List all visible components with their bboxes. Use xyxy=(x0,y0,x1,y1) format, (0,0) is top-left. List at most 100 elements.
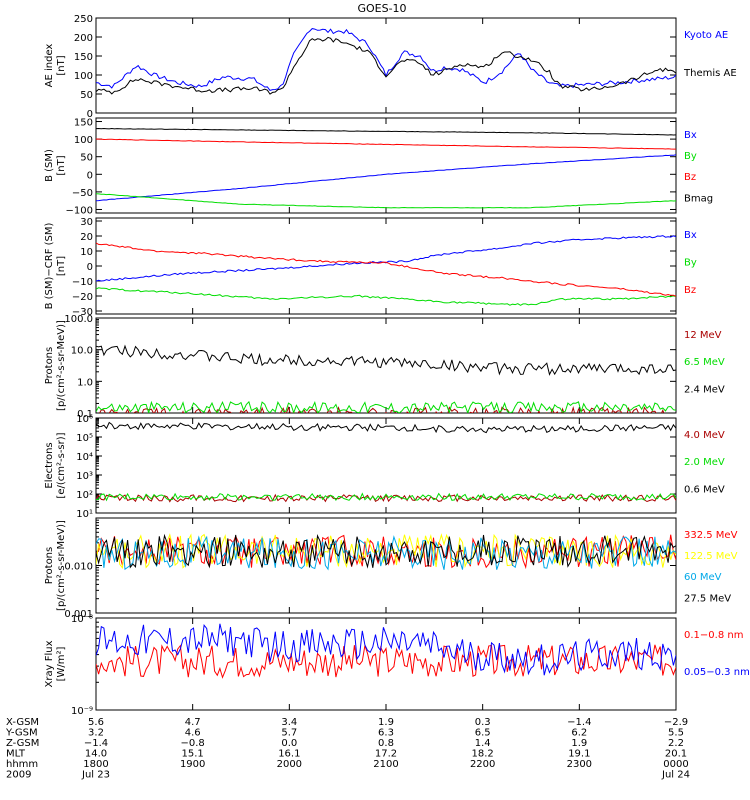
axis-row-value: 5.6 xyxy=(88,717,104,728)
axis-row-value: −1.4 xyxy=(84,738,108,749)
legend-entry: 4.0 MeV xyxy=(684,430,725,441)
axis-row-value: 2300 xyxy=(567,759,592,770)
axis-row-value: 15.1 xyxy=(182,749,204,760)
axis-row-value: 3.4 xyxy=(281,717,297,728)
axis-row-value: 4.7 xyxy=(185,717,201,728)
legend-entry: Bmag xyxy=(684,193,713,204)
axis-row-value: −0.8 xyxy=(181,738,205,749)
axis-row-value: 2.2 xyxy=(668,738,684,749)
series-line-themis-ae xyxy=(96,36,676,95)
y-axis-label: B (SM)−CRF (SM)[nT] xyxy=(44,222,67,309)
series-line-27-5-mev xyxy=(96,533,676,569)
series-line-bx xyxy=(96,235,676,282)
panel-1: 0 50 100 150 200 250 AE index[nT] Kyoto AE Themi… xyxy=(44,14,737,120)
legend-entry: Bz xyxy=(684,285,696,296)
panel-frame xyxy=(95,17,677,114)
legend-entry: 0.05−0.3 nm xyxy=(684,667,750,678)
legend-entry: Themis AE xyxy=(683,68,737,79)
y-tick-label: 20 xyxy=(80,232,93,243)
series-line-0-6-mev xyxy=(96,421,676,434)
y-axis-label: B (SM)[nT] xyxy=(44,149,67,182)
y-tick-label: 10.0 xyxy=(71,346,93,357)
axis-row-value: −2.9 xyxy=(664,717,688,728)
y-tick-label: 150 xyxy=(74,52,93,63)
figure-title: GOES-10 xyxy=(357,2,406,15)
series-line-12-mev xyxy=(99,405,665,413)
y-tick-label: 10⁵ xyxy=(76,433,93,444)
y-tick-label: −50 xyxy=(72,188,93,199)
y-tick-label: −30 xyxy=(72,307,93,318)
legend-entry: 2.4 MeV xyxy=(684,384,725,395)
axis-row-value: 20.1 xyxy=(665,749,687,760)
axis-row-value: 0.3 xyxy=(475,717,491,728)
axis-row-value: 1.9 xyxy=(571,738,587,749)
y-tick-label: 0.1 xyxy=(77,409,93,420)
axis-row-label: Z-GSM xyxy=(6,738,39,749)
y-axis-label: Electrons[e/(cm²-s-sr)] xyxy=(44,432,67,498)
y-tick-label: −10 xyxy=(72,277,93,288)
y-tick-label: 30 xyxy=(80,217,93,228)
legend-entry: 27.5 MeV xyxy=(684,593,731,604)
y-tick-label: 10⁻⁹ xyxy=(71,706,93,717)
series-line-bmag xyxy=(96,127,676,136)
panel-3: −30 −20 −10 0 10 20 30 B (SM)−CRF (SM)[nT] Bx By B… xyxy=(44,217,697,318)
y-tick-label: 10¹ xyxy=(76,509,93,520)
y-tick-label: 0.001 xyxy=(64,609,93,620)
y-tick-label: 10 xyxy=(80,247,93,258)
y-tick-label: 100 xyxy=(74,71,93,82)
panel-2: −100 −50 0 50 100 150 B (SM)[nT] Bx By Bz Bmag xyxy=(44,117,713,216)
axis-row-value: 14.0 xyxy=(85,749,107,760)
series-line-6-5-mev xyxy=(96,400,676,413)
legend-entry: 2.0 MeV xyxy=(684,457,725,468)
panel-frame xyxy=(95,117,677,214)
series-line-by xyxy=(96,193,676,209)
y-axis-label: Xray Flux[W/m²] xyxy=(44,640,67,687)
axis-row-label: Y-GSM xyxy=(5,728,38,739)
y-tick-label: 0.010 xyxy=(64,562,93,573)
legend-entry: Bx xyxy=(684,130,697,141)
series-line-by xyxy=(96,287,676,306)
series-line-0-1-0-8-nm xyxy=(96,644,676,679)
panel-4: 0.1 1.0 10.0 100.0Protons[p/(cm²-s-sr-MeV)]… xyxy=(44,314,725,420)
panel-frame xyxy=(95,417,677,514)
axis-row-value: 5.5 xyxy=(668,728,684,739)
axis-row-value: 6.3 xyxy=(378,728,394,739)
axis-row-label: hhmm xyxy=(6,759,38,770)
axis-row-value: 18.2 xyxy=(472,749,494,760)
legend-entry: Bz xyxy=(684,172,696,183)
axis-row-value: 3.2 xyxy=(88,728,104,739)
axis-row-value: 2100 xyxy=(373,759,398,770)
y-tick-label: 150 xyxy=(74,118,93,129)
axis-row-value: 1800 xyxy=(83,759,108,770)
axis-row-value: Jul 23 xyxy=(81,770,110,781)
panel-frame xyxy=(95,317,677,414)
series-line-332-5-mev xyxy=(96,534,676,570)
series-line-0-05-0-3-nm xyxy=(96,623,676,676)
legend-entry: 0.1−0.8 nm xyxy=(684,630,743,641)
axis-row-value: 0.0 xyxy=(281,738,297,749)
axis-row-label: MLT xyxy=(6,749,26,760)
y-tick-label: 10³ xyxy=(76,471,93,482)
legend-entry: Kyoto AE xyxy=(684,30,728,41)
series-line-bz xyxy=(96,242,676,297)
y-tick-label: 10⁶ xyxy=(76,414,93,425)
axis-row-value: 2200 xyxy=(470,759,495,770)
y-axis-label: Protons[p/(cm²-s-sr-MeV)] xyxy=(44,320,67,411)
axis-row-value: 5.7 xyxy=(281,728,297,739)
y-tick-label: 0 xyxy=(87,170,93,181)
axis-row-value: Jul 24 xyxy=(661,770,690,781)
series-line-2-0-mev xyxy=(96,492,676,502)
axis-row-value: 16.1 xyxy=(278,749,300,760)
legend-entry: By xyxy=(684,151,697,162)
y-axis-label: Protons[p/(cm²-s-sr-MeV)] xyxy=(44,520,67,611)
y-tick-label: 200 xyxy=(74,33,93,44)
series-line-bz xyxy=(96,138,676,150)
series-line-4-0-mev xyxy=(96,493,676,503)
y-axis-label: AE index[nT] xyxy=(44,44,67,88)
y-tick-label: 250 xyxy=(74,14,93,25)
y-tick-label: 0 xyxy=(87,262,93,273)
axis-row-value: 6.2 xyxy=(571,728,587,739)
legend-entry: 6.5 MeV xyxy=(684,357,725,368)
